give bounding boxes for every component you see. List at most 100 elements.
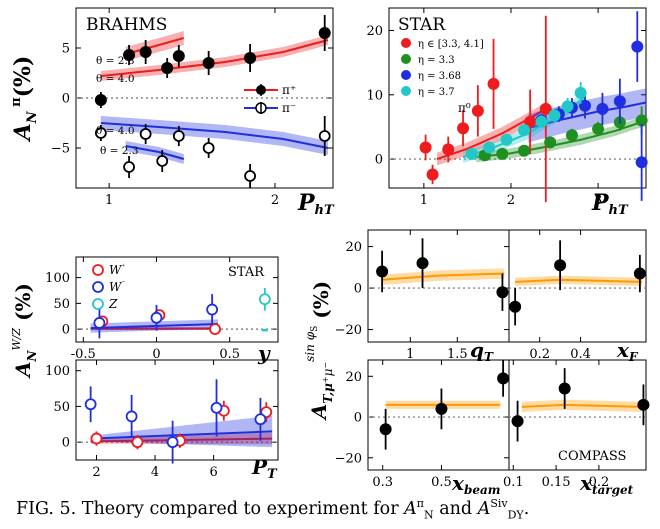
x-tick-label: 2	[271, 193, 279, 208]
pi0-annotation: π⁰	[458, 101, 471, 115]
data-point	[631, 40, 644, 53]
theory-curve-compass-qt	[382, 272, 505, 281]
legend-marker-star	[401, 38, 411, 48]
legend-marker-wz	[92, 264, 104, 276]
plot-frame-compass-xbeam	[367, 359, 510, 471]
data-point	[254, 413, 267, 426]
data-point	[93, 317, 106, 329]
x-tick-label: 0	[152, 347, 160, 362]
panel-label-compass: COMPASS	[558, 449, 626, 464]
x-tick-label: 0.3	[372, 475, 393, 490]
theory-curve-brahms	[125, 145, 185, 160]
data-point	[435, 402, 448, 415]
x-axis-label: PhT	[297, 190, 335, 218]
data-point	[544, 136, 557, 149]
legend-marker-star	[401, 86, 411, 96]
data-point	[442, 143, 455, 156]
data-point	[131, 436, 144, 449]
data-point	[244, 52, 257, 64]
angle-annotation: θ = 2.3	[96, 55, 135, 67]
x-axis-label: PT	[251, 455, 278, 482]
theory-curve-brahms	[125, 37, 185, 55]
data-point	[426, 168, 439, 181]
x-tick-label: 0.1	[503, 475, 524, 490]
x-axis-label: xF	[616, 338, 639, 364]
x-tick-label: 0.5	[431, 475, 452, 490]
y-tick-label: 0	[62, 436, 70, 451]
data-point	[318, 130, 331, 142]
theory-curve-wz-y	[90, 322, 219, 330]
data-point	[84, 398, 97, 411]
legend-marker-wz	[92, 298, 104, 310]
x-tick-label: 1	[406, 347, 414, 362]
data-point	[419, 141, 432, 154]
theory-band-brahms	[125, 141, 184, 164]
x-tick-label: 0.2	[529, 347, 550, 362]
plot-frame-brahms	[75, 7, 334, 189]
panel-label-star: STAR	[228, 265, 265, 280]
plot-frame-wz-pt	[75, 359, 279, 461]
legend-label: η ∈ [3.3, 4.1]	[418, 39, 484, 50]
theory-band-brahms	[100, 116, 329, 155]
data-point	[161, 62, 174, 74]
x-axis-label: qT	[470, 338, 494, 364]
y-tick-label: 0	[375, 153, 383, 168]
x-axis-label: y	[257, 341, 271, 365]
data-point	[509, 300, 522, 313]
data-point	[471, 104, 484, 117]
data-point	[125, 410, 138, 423]
y-tick-label: 20	[345, 370, 362, 385]
y-tick-label: 20	[366, 24, 383, 39]
y-axis-label: AN π(%)	[9, 56, 40, 143]
legend-label: η = 3.7	[418, 87, 455, 98]
data-point	[94, 94, 107, 106]
y-tick-label: 100	[45, 271, 70, 286]
data-point	[376, 265, 389, 278]
data-point	[416, 257, 429, 270]
x-tick-label: 1.5	[447, 347, 468, 362]
data-point	[209, 323, 221, 336]
x-axis-label: PhT	[591, 190, 629, 218]
y-tick-label: 20	[345, 240, 362, 255]
plot-frame-wz-y	[75, 256, 279, 343]
plot-frame-compass-qt	[367, 229, 510, 343]
y-tick-label: 100	[45, 364, 70, 379]
angle-annotation: θ = 4.0	[96, 125, 135, 137]
data-point	[123, 161, 135, 173]
x-tick-label: 2	[92, 465, 100, 480]
data-point	[574, 86, 587, 99]
panel-label-brahms: BRAHMS	[86, 15, 167, 35]
x-axis-label: xbeam	[451, 471, 500, 497]
x-tick-label: 1	[420, 193, 428, 208]
legend-label: W⁻	[109, 279, 126, 294]
plot-frame-compass-xtarget	[508, 359, 647, 471]
legend-marker-star	[401, 70, 411, 80]
data-point	[210, 401, 223, 414]
y-axis-label: ANW/Z (%)	[10, 283, 39, 379]
x-tick-label: 0.15	[542, 475, 571, 490]
x-tick-label: 1	[105, 193, 113, 208]
data-point	[465, 147, 478, 160]
data-point	[496, 286, 509, 299]
data-point	[596, 102, 609, 115]
data-point	[613, 95, 626, 108]
data-point	[561, 100, 574, 113]
data-point	[318, 27, 331, 39]
data-point	[558, 382, 571, 395]
data-point	[535, 115, 548, 128]
data-point	[139, 46, 152, 58]
legend-marker-wz	[92, 281, 104, 293]
data-point	[379, 423, 392, 436]
data-point	[592, 122, 605, 135]
y-axis-label: AT,μ+μ−sin φS (%)	[303, 281, 335, 421]
figure-caption: FIG. 5. Theory compared to experiment fo…	[16, 497, 530, 522]
data-point	[156, 155, 169, 167]
data-point	[496, 147, 509, 160]
legend-marker-star	[401, 54, 411, 64]
legend-label: η = 3.68	[418, 71, 461, 82]
data-point	[487, 77, 500, 90]
data-point	[554, 259, 567, 272]
legend-label: π⁻	[282, 101, 296, 115]
panel-label-star: STAR	[398, 15, 446, 35]
y-tick-label: −20	[335, 323, 362, 338]
